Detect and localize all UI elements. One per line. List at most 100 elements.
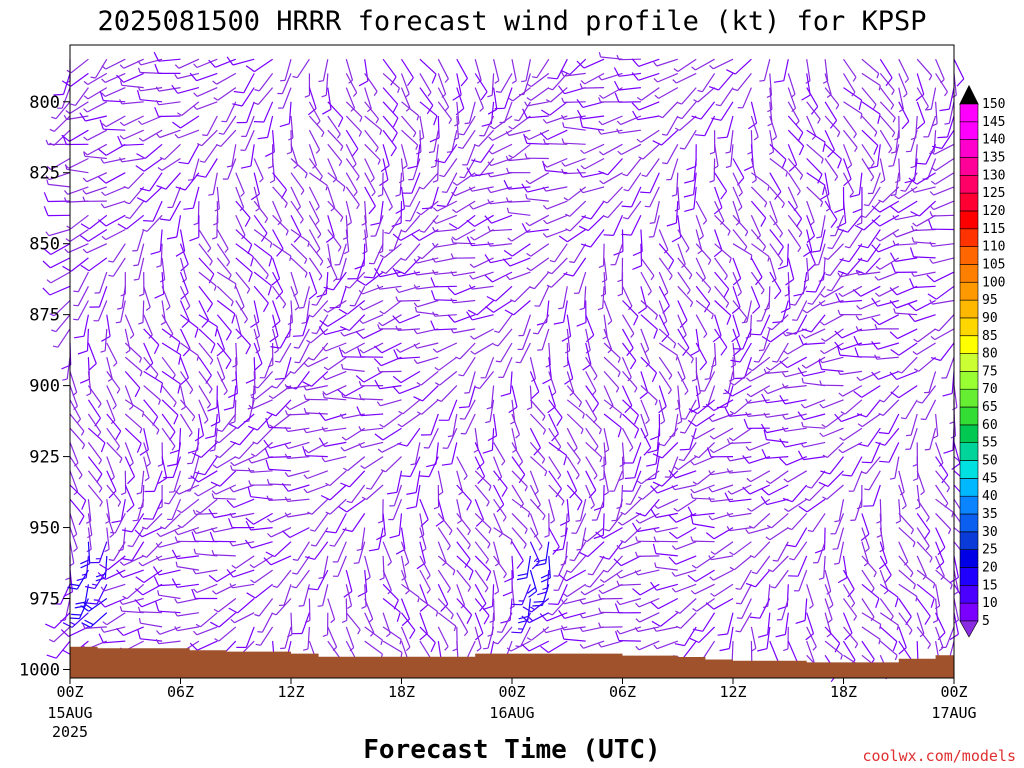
wind-barb bbox=[308, 129, 321, 154]
wind-barb bbox=[308, 300, 329, 318]
wind-barb bbox=[232, 87, 255, 107]
wind-barb bbox=[806, 172, 826, 195]
wind-barb bbox=[785, 257, 795, 286]
wind-barb bbox=[321, 342, 347, 352]
wind-barb bbox=[434, 370, 458, 386]
wind-barb bbox=[361, 484, 384, 501]
wind-barb bbox=[437, 513, 453, 536]
wind-barb bbox=[640, 300, 658, 320]
wind-barb bbox=[907, 313, 936, 323]
wind-barb bbox=[749, 598, 771, 619]
wind-barb bbox=[566, 442, 581, 465]
x-tick-date-label: 16AUG bbox=[489, 704, 534, 722]
wind-barb bbox=[750, 115, 759, 141]
wind-barb bbox=[97, 172, 126, 184]
wind-barb bbox=[359, 299, 384, 311]
wind-barb bbox=[671, 172, 679, 197]
wind-barb bbox=[120, 470, 127, 496]
wind-barb bbox=[871, 200, 900, 213]
wind-barb bbox=[216, 257, 232, 280]
wind-barb bbox=[569, 243, 587, 264]
wind-barb bbox=[787, 214, 803, 238]
wind-barb bbox=[281, 482, 310, 492]
wind-barb bbox=[769, 115, 778, 141]
wind-barb bbox=[253, 243, 273, 267]
colorbar-label: 130 bbox=[982, 168, 1005, 183]
wind-barb bbox=[621, 427, 634, 452]
wind-barb bbox=[484, 271, 513, 283]
wind-barb bbox=[695, 271, 712, 294]
wind-barb bbox=[474, 569, 489, 593]
wind-barb bbox=[516, 555, 531, 581]
wind-barb bbox=[879, 569, 889, 595]
wind-barb bbox=[729, 399, 752, 415]
colorbar-swatch bbox=[959, 103, 979, 123]
wind-barb bbox=[327, 598, 336, 624]
wind-barb bbox=[916, 101, 926, 130]
wind-barb bbox=[930, 328, 955, 341]
wind-barb bbox=[635, 612, 660, 623]
wind-barb bbox=[327, 172, 346, 192]
wind-barb bbox=[49, 115, 71, 132]
wind-barb bbox=[706, 447, 734, 458]
wind-barb bbox=[94, 271, 108, 294]
wind-barb bbox=[137, 86, 163, 92]
wind-barb bbox=[395, 186, 406, 215]
wind-barb bbox=[359, 342, 384, 354]
wind-barb bbox=[447, 314, 476, 323]
colorbar-swatch bbox=[959, 584, 979, 604]
wind-barb bbox=[172, 115, 200, 129]
wind-barb bbox=[115, 300, 126, 324]
wind-barb bbox=[806, 129, 826, 153]
wind-barb bbox=[924, 428, 937, 451]
wind-barb bbox=[379, 413, 402, 428]
wind-barb bbox=[229, 484, 255, 493]
wind-barb bbox=[45, 172, 71, 181]
wind-barb bbox=[317, 584, 329, 607]
wind-barb bbox=[638, 143, 660, 160]
wind-barb bbox=[474, 541, 490, 564]
wind-barb bbox=[464, 371, 476, 394]
wind-barb bbox=[329, 527, 347, 547]
wind-barb bbox=[473, 129, 495, 147]
wind-barb bbox=[216, 371, 228, 396]
wind-barb bbox=[88, 427, 106, 453]
wind-barb bbox=[106, 470, 117, 499]
wind-barb bbox=[195, 498, 218, 514]
wind-barb bbox=[346, 484, 366, 504]
wind-barb bbox=[214, 626, 237, 642]
wind-barb bbox=[920, 399, 937, 421]
wind-barb bbox=[622, 470, 642, 492]
wind-barb bbox=[400, 555, 407, 581]
wind-barb bbox=[119, 597, 144, 605]
colorbar-min-arrow bbox=[959, 620, 979, 638]
wind-barb bbox=[529, 271, 550, 290]
wind-barb bbox=[719, 626, 734, 652]
wind-barb bbox=[216, 243, 231, 267]
wind-barb bbox=[189, 72, 218, 82]
wind-barb bbox=[798, 498, 826, 513]
wind-barb bbox=[585, 484, 595, 510]
wind-barb bbox=[836, 345, 862, 358]
wind-barb bbox=[879, 115, 896, 138]
wind-barb bbox=[365, 470, 384, 490]
wind-barb bbox=[45, 612, 71, 629]
wind-barb bbox=[108, 257, 126, 277]
y-tick-label: 975 bbox=[29, 590, 60, 610]
wind-barb bbox=[878, 541, 888, 570]
wind-barb bbox=[616, 580, 641, 586]
wind-barb bbox=[853, 335, 881, 346]
wind-barb bbox=[266, 479, 292, 486]
wind-barb bbox=[840, 399, 863, 415]
wind-barb bbox=[511, 541, 524, 569]
wind-barb bbox=[742, 484, 771, 495]
wind-barb bbox=[634, 551, 660, 557]
wind-barb bbox=[430, 277, 457, 288]
wind-barb bbox=[506, 640, 531, 652]
wind-barb bbox=[434, 143, 458, 164]
wind-barb bbox=[875, 427, 900, 446]
wind-barb bbox=[527, 569, 538, 598]
wind-barb bbox=[542, 115, 568, 124]
wind-barb bbox=[379, 243, 402, 259]
wind-barb bbox=[916, 598, 931, 625]
